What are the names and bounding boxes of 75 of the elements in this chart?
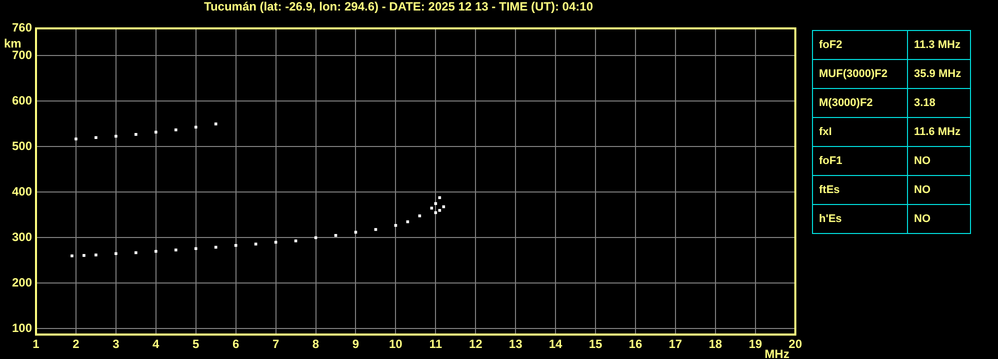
text: fxI [812, 118, 908, 146]
y-tick-label: 500 [12, 139, 32, 154]
text: ftEs [812, 176, 908, 204]
point [434, 202, 438, 205]
point [334, 234, 338, 237]
x-tick-label: 15 [588, 337, 602, 352]
point [154, 250, 158, 253]
point [74, 138, 78, 140]
point [114, 252, 118, 256]
x-tick-label: 10 [389, 337, 403, 352]
text: NO [908, 146, 970, 176]
x-tick-label: 11 [429, 337, 442, 352]
point [434, 211, 438, 214]
y-tick-label: 760 [12, 20, 32, 35]
point [94, 136, 98, 140]
chart-title: Tucumán (lat: -26.9, lon: 294.6) - DATE: 2025 12 13 - TIME (UT): 04:10 [204, 0, 594, 14]
point [234, 244, 238, 247]
text: NO [908, 204, 970, 234]
y-tick-label: 300 [12, 230, 32, 244]
point [114, 134, 118, 138]
text: M(3000)F2 [812, 88, 908, 118]
point [174, 248, 178, 252]
point [194, 126, 198, 129]
y-axis-title: km [4, 36, 22, 51]
x-tick-label: 12 [468, 337, 483, 352]
y-tick-label: 400 [12, 184, 32, 199]
point [438, 208, 442, 212]
x-tick-label: 16 [628, 337, 642, 352]
point [418, 214, 422, 218]
x-tick-label: 14 [548, 337, 563, 352]
point [174, 128, 178, 132]
point [294, 239, 298, 242]
point [374, 228, 378, 231]
y-tick-label: 200 [12, 276, 32, 290]
y-tick-label: 100 [12, 321, 32, 335]
x-tick-label: 3 [112, 337, 120, 352]
x-axis-title: MHz [764, 346, 790, 359]
point [430, 206, 434, 210]
x-tick-label: 4 [152, 337, 160, 352]
text: 35.9 MHz [908, 60, 970, 88]
point [94, 254, 98, 256]
point [214, 122, 218, 126]
x-tick-label: 7 [272, 337, 280, 352]
point [254, 242, 258, 246]
x-tick-label: 19 [748, 337, 762, 352]
y-tick-label: 600 [12, 94, 32, 108]
text: foF1 [812, 146, 908, 176]
text: h'Es [812, 204, 908, 234]
text: NO [908, 176, 970, 204]
x-tick-label: 2 [72, 337, 80, 352]
x-tick-label: 6 [232, 337, 240, 352]
point [82, 254, 86, 257]
y-tick-label: 700 [12, 48, 32, 62]
x-tick-label: 18 [708, 337, 722, 352]
x-tick-label: 20 [788, 337, 802, 352]
point [134, 251, 138, 254]
point [438, 196, 442, 200]
point [70, 254, 74, 258]
x-tick-label: 17 [668, 337, 682, 352]
point [134, 132, 138, 136]
point [394, 224, 398, 227]
point [194, 247, 198, 250]
point [214, 246, 218, 249]
text: 11.6 MHz [908, 118, 970, 146]
text: MUF(3000)F2 [812, 60, 908, 88]
x-tick-label: 5 [192, 337, 200, 352]
x-tick-label: 9 [352, 337, 360, 352]
text: foF2 [812, 30, 908, 60]
x-tick-label: 8 [312, 337, 320, 352]
text: 3.18 [908, 88, 970, 118]
point [154, 130, 158, 134]
x-tick-label: 13 [508, 337, 523, 352]
point [442, 205, 446, 208]
x-tick-label: 1 [32, 337, 40, 352]
text: 11.3 MHz [908, 30, 970, 60]
